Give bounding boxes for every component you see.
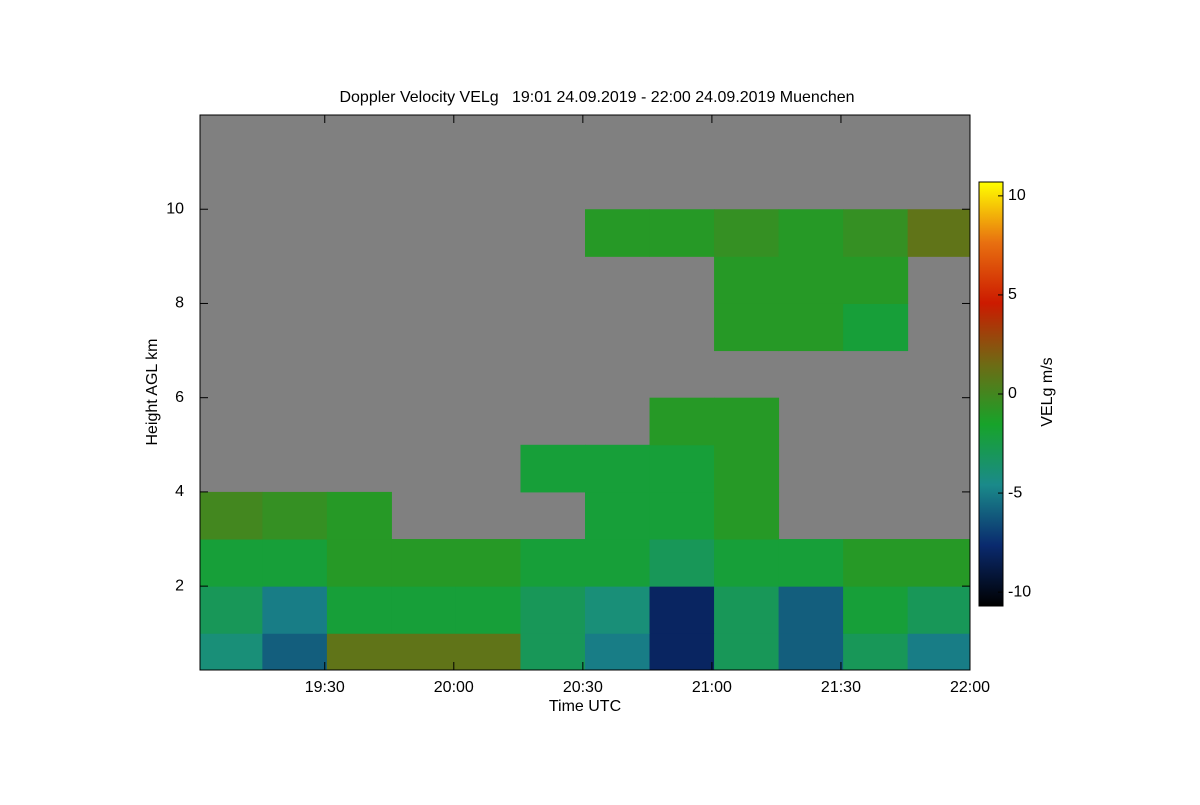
heatmap-cell xyxy=(843,539,909,587)
x-tick-label: 21:30 xyxy=(821,679,861,696)
colorbar-tick-label: -10 xyxy=(1008,583,1031,600)
heatmap-cell xyxy=(778,303,844,352)
y-tick-label: 8 xyxy=(175,295,184,312)
heatmap-cell xyxy=(907,633,970,670)
heatmap-cell xyxy=(326,539,392,587)
heatmap-cell xyxy=(200,539,263,587)
heatmap-cell xyxy=(778,209,844,257)
heatmap-cell xyxy=(843,303,909,352)
colorbar-tick-label: 0 xyxy=(1008,385,1017,402)
heatmap-cell xyxy=(907,209,970,257)
colorbar-tick-label: -5 xyxy=(1008,484,1022,501)
colorbar-tick-label: 5 xyxy=(1008,286,1017,303)
heatmap-cell xyxy=(714,539,780,587)
x-tick-label: 20:30 xyxy=(563,679,603,696)
y-axis-label: Height AGL km xyxy=(144,338,161,445)
heatmap-cell xyxy=(391,586,457,634)
x-tick-label: 21:00 xyxy=(692,679,732,696)
heatmap-cell xyxy=(649,397,715,446)
heatmap-cell xyxy=(714,633,780,670)
heatmap-cell xyxy=(455,586,521,634)
heatmap-cell xyxy=(843,586,909,634)
x-axis-label: Time UTC xyxy=(549,698,621,715)
heatmap-cell xyxy=(714,444,780,493)
heatmap-cell xyxy=(585,586,651,634)
heatmap-cell xyxy=(649,491,715,540)
x-tick-label: 20:00 xyxy=(434,679,474,696)
heatmap-cell xyxy=(585,491,651,540)
heatmap-cell xyxy=(391,539,457,587)
heatmap-cell xyxy=(714,491,780,540)
heatmap-cell xyxy=(907,586,970,634)
heatmap-cell xyxy=(326,633,392,670)
colorbar-label: VELg m/s xyxy=(1039,357,1056,426)
heatmap-cell xyxy=(262,491,328,540)
heatmap-cell xyxy=(200,491,263,540)
heatmap-cell xyxy=(714,397,780,446)
heatmap-cell xyxy=(714,303,780,352)
heatmap-cell xyxy=(326,586,392,634)
heatmap-cell xyxy=(585,209,651,257)
heatmap-cell xyxy=(520,444,586,493)
heatmap-cell xyxy=(262,586,328,634)
chart-title: Doppler Velocity VELg 19:01 24.09.2019 -… xyxy=(339,89,854,106)
heatmap-cell xyxy=(455,633,521,670)
y-tick-label: 6 xyxy=(175,389,184,406)
heatmap-cell xyxy=(714,586,780,634)
heatmap-cell xyxy=(714,209,780,257)
heatmap-cell xyxy=(843,256,909,304)
heatmap-cell xyxy=(200,633,263,670)
heatmap-cell xyxy=(585,444,651,493)
heatmap-cell xyxy=(520,539,586,587)
heatmap-cell xyxy=(455,539,521,587)
x-tick-label: 22:00 xyxy=(950,679,990,696)
colorbar-tick-label: 10 xyxy=(1008,187,1026,204)
heatmap-cell xyxy=(907,539,970,587)
y-tick-label: 4 xyxy=(175,483,184,500)
heatmap-cell xyxy=(649,444,715,493)
y-tick-label: 10 xyxy=(166,200,184,217)
heatmap-cell xyxy=(649,539,715,587)
heatmap-cell xyxy=(585,539,651,587)
heatmap-cell xyxy=(843,633,909,670)
heatmap-cell xyxy=(649,209,715,257)
heatmap-cell xyxy=(520,633,586,670)
plot-area xyxy=(200,115,970,670)
x-tick-label: 19:30 xyxy=(305,679,345,696)
heatmap-cell xyxy=(326,491,392,540)
heatmap-cell xyxy=(262,539,328,587)
heatmap-cell xyxy=(200,586,263,634)
heatmap-cell xyxy=(649,586,715,634)
heatmap-cell xyxy=(714,256,780,304)
heatmap-cell xyxy=(778,586,844,634)
heatmap-cell xyxy=(585,633,651,670)
plot-frame xyxy=(199,114,971,671)
heatmap-cell xyxy=(778,256,844,304)
heatmap-cell xyxy=(649,633,715,670)
y-tick-label: 2 xyxy=(175,577,184,594)
heatmap-cell xyxy=(262,633,328,670)
heatmap-cell xyxy=(391,633,457,670)
heatmap-cell xyxy=(520,586,586,634)
heatmap-cell xyxy=(843,209,909,257)
heatmap-cell xyxy=(778,539,844,587)
heatmap-cell xyxy=(778,633,844,670)
